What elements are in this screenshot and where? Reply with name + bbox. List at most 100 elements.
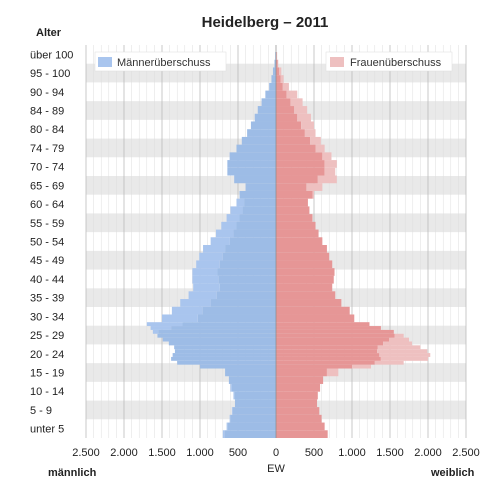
female-side-label: weiblich	[430, 467, 475, 479]
female-bar	[276, 407, 320, 415]
male-bar	[227, 422, 276, 431]
age-group-label: 80 - 84	[30, 124, 64, 136]
female-surplus-bar	[282, 82, 289, 91]
female-bar	[276, 353, 380, 357]
male-bar	[227, 160, 276, 168]
female-bar	[276, 260, 333, 269]
x-tick-labels: 2.500 2.000 1.500 1.000 500 0 500 1.000 1.500 2.0…	[72, 447, 480, 459]
female-bar	[276, 90, 287, 99]
female-surplus-bar	[377, 349, 428, 354]
male-bar	[265, 90, 276, 99]
male-bar	[271, 75, 276, 83]
female-bar	[276, 106, 295, 114]
x-tick-label: 1.000	[338, 447, 366, 459]
x-tick-label: 2.500	[72, 447, 100, 459]
female-bar	[276, 299, 342, 307]
age-group-label: 70 - 74	[30, 162, 64, 174]
male-surplus-bar	[222, 430, 225, 438]
male-bar	[254, 113, 276, 122]
age-group-label: 84 - 89	[30, 106, 64, 118]
female-bar	[276, 349, 378, 354]
male-bar	[234, 399, 276, 408]
male-bar	[241, 136, 276, 145]
legend-male-swatch	[94, 51, 227, 72]
female-bar	[276, 341, 384, 346]
female-bar	[276, 160, 325, 168]
female-surplus-bar	[280, 75, 284, 83]
female-bar	[276, 221, 316, 230]
male-surplus-bar	[233, 391, 235, 400]
female-bar	[276, 376, 324, 384]
female-bar	[276, 360, 375, 365]
age-group-label: 30 - 34	[30, 311, 64, 323]
male-surplus-bar	[196, 260, 220, 269]
female-bar	[276, 175, 318, 184]
x-tick-label: 2.000	[414, 447, 442, 459]
female-bar	[276, 414, 322, 423]
age-group-labels: über 100 95 - 100 90 - 94 84 - 89 80 - 84 74 …	[30, 49, 73, 435]
female-bar	[276, 356, 381, 361]
male-surplus-bar	[231, 407, 233, 415]
male-bar	[257, 106, 276, 114]
age-group-label: 20 - 24	[30, 349, 64, 361]
male-bar	[224, 430, 276, 438]
male-bar	[247, 129, 276, 137]
legend-male-label: Männerüberschuss	[117, 57, 211, 69]
female-bar	[276, 67, 280, 76]
male-bar	[227, 167, 276, 176]
male-bar	[231, 383, 276, 392]
male-surplus-bar	[221, 221, 237, 230]
female-bar	[276, 364, 352, 369]
legend-male-color	[98, 57, 112, 67]
male-bar	[219, 283, 276, 292]
male-bar	[236, 144, 276, 153]
male-surplus-bar	[230, 206, 243, 215]
male-bar	[200, 364, 276, 369]
female-bar	[276, 152, 323, 161]
female-bar	[276, 237, 323, 245]
male-surplus-bar	[146, 322, 183, 327]
female-surplus-bar	[306, 183, 323, 191]
female-bar	[276, 337, 390, 342]
male-surplus-bar	[150, 326, 172, 330]
y-axis-title: Alter	[36, 27, 62, 39]
female-bar	[276, 252, 330, 261]
male-bar	[174, 349, 276, 354]
legend-female-label: Frauenüberschuss	[350, 57, 442, 69]
male-bar	[177, 360, 276, 365]
female-bar	[276, 329, 394, 334]
female-bar	[276, 333, 395, 338]
female-bar	[276, 322, 370, 327]
female-bar	[276, 268, 335, 276]
female-bar	[276, 422, 325, 431]
male-bar	[171, 326, 276, 330]
female-surplus-bar	[324, 167, 336, 176]
male-bar	[274, 59, 276, 68]
female-bar	[276, 82, 283, 91]
male-bar	[229, 152, 276, 161]
male-bar	[234, 175, 276, 184]
female-surplus-bar	[380, 356, 428, 361]
female-bar	[276, 113, 298, 122]
female-bar	[276, 144, 316, 153]
male-bar	[244, 198, 276, 207]
x-tick-label: 500	[229, 447, 247, 459]
x-axis-title: EW	[267, 463, 285, 475]
male-bar	[202, 306, 276, 315]
female-bar	[276, 98, 291, 107]
x-tick-label: 500	[305, 447, 323, 459]
male-bar	[225, 245, 276, 253]
female-bar	[276, 391, 318, 400]
male-bar	[197, 314, 276, 323]
age-group-label: 50 - 54	[30, 237, 64, 249]
female-surplus-bar	[290, 98, 303, 107]
male-surplus-bar	[215, 229, 234, 238]
female-bar	[276, 345, 378, 350]
male-surplus-bar	[229, 414, 231, 423]
female-surplus-bar	[304, 129, 316, 137]
x-tick-label: 1.500	[376, 447, 404, 459]
male-surplus-bar	[199, 252, 223, 261]
male-bar	[168, 341, 276, 346]
female-bar	[276, 121, 302, 130]
